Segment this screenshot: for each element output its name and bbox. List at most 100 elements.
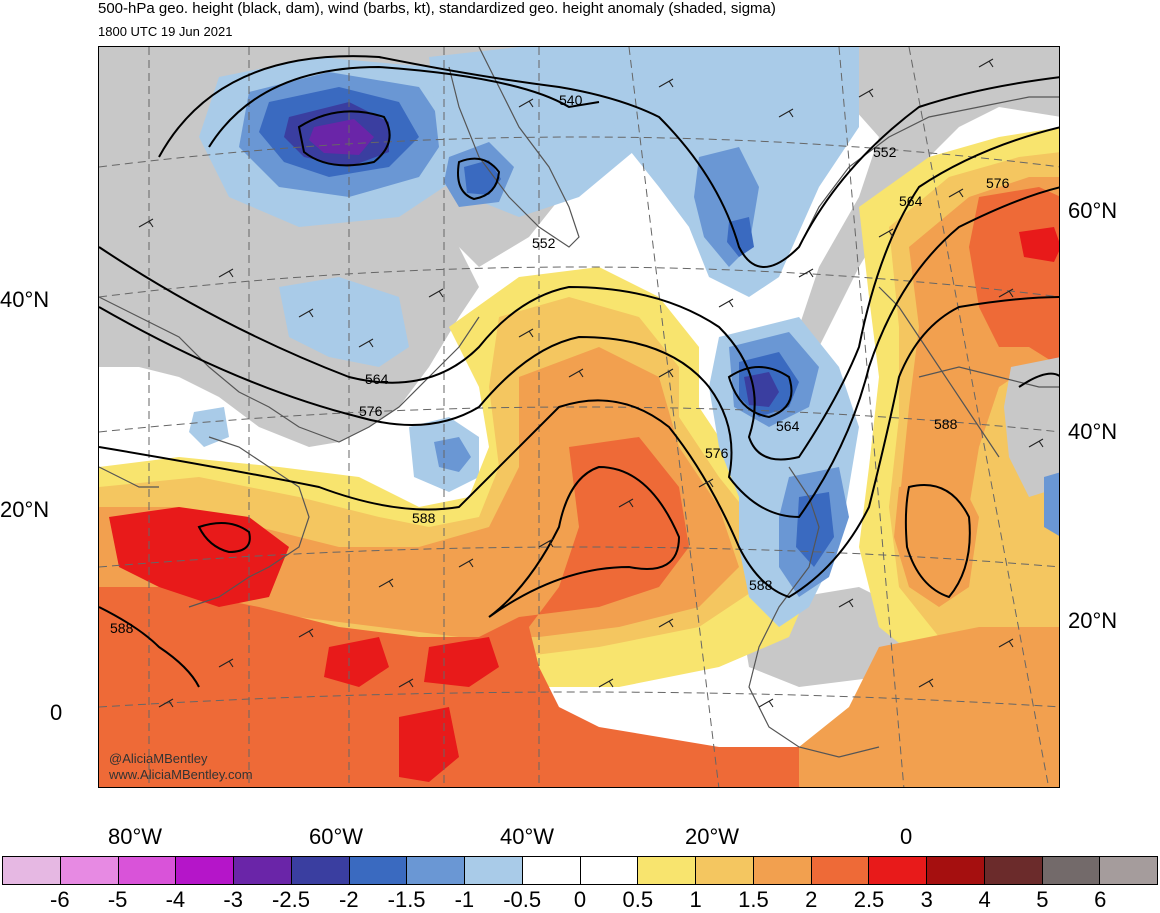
- colorbar-tick-label: -6: [50, 887, 70, 912]
- colorbar-swatch: [291, 857, 350, 884]
- colorbar-swatch: [234, 857, 292, 884]
- colorbar-tick-label: -5: [107, 887, 128, 912]
- negative-anomaly-gulf: [189, 407, 229, 447]
- contour-label: 540: [559, 92, 583, 108]
- contour-588: [99, 296, 1059, 599]
- valid-time: 1800 UTC 19 Jun 2021: [98, 24, 233, 39]
- contour-label: 564: [899, 193, 923, 209]
- lon-label-20w: 20°W: [685, 824, 740, 849]
- map-canvas: [99, 47, 1059, 787]
- contour-label: 588: [934, 416, 958, 432]
- contour-closed-labrador: [297, 110, 391, 167]
- lon-label-0: 0: [900, 824, 913, 849]
- contour-closed-azores: [727, 366, 793, 419]
- colorbar-tick-label: 0.5: [622, 887, 654, 912]
- colorbar-swatch: [3, 857, 61, 884]
- lat-label-right-20n: 20°N: [1068, 608, 1118, 633]
- negative-anomaly-canary-core: [796, 492, 834, 567]
- colorbar-tick-label: 2.5: [853, 887, 885, 912]
- contour-label: 552: [532, 235, 556, 251]
- colorbar-swatch: [753, 857, 812, 884]
- graticule: [99, 47, 1059, 787]
- contour-closed-caribbean: [197, 522, 251, 554]
- colorbar-swatch: [811, 857, 870, 884]
- colorbar-tick-label: 4: [978, 887, 991, 912]
- colorbar-tick-label: -1.5: [387, 887, 426, 912]
- contour-588-south: [99, 606, 200, 688]
- colorbar-tick-label: 0: [573, 887, 587, 912]
- lon-label-60w: 60°W: [309, 824, 364, 849]
- colorbar-swatch: [1042, 857, 1101, 884]
- lat-label-left-0: 0: [50, 700, 63, 725]
- colorbar-swatch: [1100, 857, 1157, 884]
- colorbar-swatch: [349, 857, 408, 884]
- colorbar-tick-label: 3: [920, 887, 933, 912]
- colorbar: [2, 856, 1158, 885]
- map-panel: 540 552 552 564 564 564 576 576 576 588 …: [98, 46, 1060, 788]
- contour-closed-greenland: [457, 157, 501, 201]
- colorbar-swatch: [696, 857, 754, 884]
- colorbar-swatch: [927, 857, 985, 884]
- negative-anomaly-atlantic-small-core: [434, 437, 471, 472]
- contour-label: 588: [749, 577, 773, 593]
- lat-label-left-20n: 20°N: [0, 497, 50, 522]
- contour-east: [1018, 372, 1059, 388]
- contour-label: 564: [776, 418, 800, 434]
- contour-label: 588: [110, 620, 134, 636]
- credit-handle: @AliciaMBentley: [109, 751, 208, 766]
- colorbar-swatch: [984, 857, 1043, 884]
- positive-anomaly-tropical-atlantic: [99, 437, 1059, 787]
- positive-anomaly-tropical-red1: [324, 637, 389, 687]
- contour-540: [208, 65, 600, 148]
- positive-anomaly-tropical-red2: [424, 637, 499, 687]
- negative-anomaly-east-edge: [1044, 472, 1059, 536]
- lat-label-left-40n: 40°N: [0, 287, 50, 312]
- positive-anomaly-scandinavia-core: [1019, 227, 1059, 262]
- colorbar-tick-label: -1: [454, 887, 475, 912]
- contour-label: 576: [359, 403, 383, 419]
- colorbar-tick-label: 5: [1036, 887, 1049, 912]
- colorbar-tick-label: -0.5: [503, 887, 542, 912]
- colorbar-tick-label: 2: [805, 887, 818, 912]
- positive-anomaly-east-orange: [799, 627, 1059, 787]
- contour-closed-iberia: [904, 484, 971, 599]
- wind-barbs: [138, 58, 1044, 708]
- negative-anomaly-west-atlantic: [279, 277, 409, 367]
- colorbar-tick-label: 1.5: [738, 887, 769, 912]
- contour-label: 588: [412, 510, 436, 526]
- contour-552: [158, 55, 1059, 268]
- contour-label: 576: [705, 445, 729, 461]
- colorbar-tick-label: -3: [223, 887, 243, 912]
- gray-mask-mideast: [1004, 357, 1059, 497]
- contour-label: 564: [365, 371, 389, 387]
- colorbar-swatch: [176, 857, 234, 884]
- lon-label-40w: 40°W: [500, 824, 555, 849]
- contour-576: [99, 186, 1059, 519]
- colorbar-swatch: [522, 857, 581, 884]
- lon-label-80w: 80°W: [108, 824, 163, 849]
- colorbar-swatch: [580, 857, 639, 884]
- colorbar-swatch: [465, 857, 523, 884]
- contour-label: 552: [873, 144, 897, 160]
- positive-anomaly-caribbean: [109, 507, 289, 607]
- lat-label-right-40n: 40°N: [1068, 419, 1118, 444]
- colorbar-swatch: [407, 857, 465, 884]
- gray-mask-east: [799, 47, 1059, 347]
- colorbar-swatch: [869, 857, 927, 884]
- colorbar-swatch: [118, 857, 177, 884]
- contour-label: 576: [986, 175, 1010, 191]
- colorbar-tick-label: -2.5: [272, 887, 310, 912]
- negative-anomaly-labrador-core4: [309, 119, 374, 155]
- chart-title: 500-hPa geo. height (black, dam), wind (…: [98, 0, 776, 17]
- credit-url: www.AliciaMBentley.com: [109, 767, 253, 782]
- negative-anomaly-greenland-core2: [464, 160, 501, 195]
- lat-label-right-60n: 60°N: [1068, 198, 1118, 223]
- positive-anomaly-iberia-sahara: [894, 477, 979, 607]
- colorbar-tick-label: 6: [1094, 887, 1107, 912]
- colorbar-tick-label: -2: [339, 887, 359, 912]
- colorbar-tick-label: 1: [689, 887, 702, 912]
- colorbar-swatch: [60, 857, 119, 884]
- contour-564: [99, 126, 1059, 461]
- colorbar-tick-label: -4: [165, 887, 186, 912]
- colorbar-swatch: [638, 857, 696, 884]
